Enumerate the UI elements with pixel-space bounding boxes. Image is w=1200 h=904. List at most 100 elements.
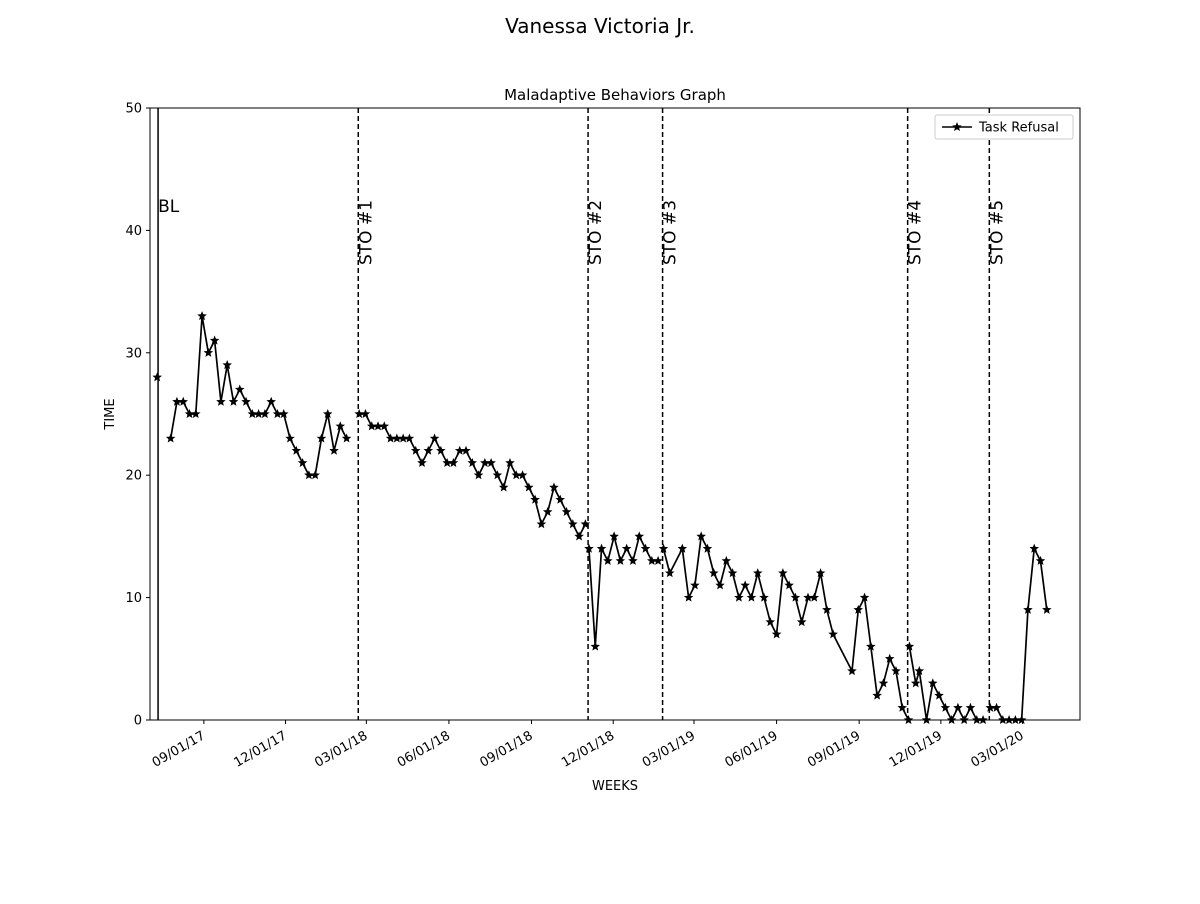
data-point <box>329 445 339 455</box>
data-point <box>609 531 619 541</box>
data-point <box>690 580 700 590</box>
data-point <box>524 482 534 492</box>
data-point <box>696 531 706 541</box>
data-point <box>584 543 594 553</box>
data-point <box>615 555 626 565</box>
data-point <box>653 555 663 565</box>
data-point <box>184 409 195 419</box>
data-point <box>335 421 346 431</box>
data-point <box>209 335 220 345</box>
y-axis-label: TIME <box>103 398 118 430</box>
data-point <box>574 531 584 541</box>
data-point <box>702 543 713 553</box>
data-point <box>492 470 503 480</box>
data-point <box>715 580 725 590</box>
data-point <box>222 360 232 370</box>
data-point <box>628 555 638 565</box>
data-point <box>203 347 214 357</box>
data-point <box>197 311 207 321</box>
data-point <box>891 666 901 676</box>
data-point <box>304 470 314 480</box>
x-tick-label: 12/01/18 <box>559 728 617 770</box>
y-tick-label: 40 <box>125 224 142 239</box>
data-point <box>549 482 559 492</box>
data-point <box>815 568 826 578</box>
data-point <box>853 604 864 614</box>
data-point <box>322 409 333 419</box>
data-point <box>360 409 371 419</box>
data-point <box>878 678 889 688</box>
data-point <box>392 433 402 443</box>
x-tick-label: 09/01/17 <box>150 728 208 770</box>
data-point <box>454 445 465 455</box>
data-point <box>884 653 895 663</box>
phase-label-0: BL <box>158 197 180 217</box>
data-point <box>940 702 951 712</box>
y-tick-label: 50 <box>125 102 142 117</box>
x-tick-label: 06/01/19 <box>723 728 781 770</box>
data-point <box>708 568 719 578</box>
data-point <box>260 409 270 419</box>
data-point <box>721 555 732 565</box>
data-point <box>555 494 565 504</box>
data-point <box>473 470 484 480</box>
data-point <box>253 409 264 419</box>
data-point <box>417 457 427 468</box>
data-point <box>341 433 352 443</box>
data-point <box>740 580 750 590</box>
data-point <box>480 457 490 468</box>
data-point <box>759 592 769 602</box>
data-point <box>247 409 258 419</box>
data-point <box>228 396 239 406</box>
data-point <box>847 666 857 676</box>
data-point <box>580 519 591 529</box>
data-point <box>461 445 471 455</box>
data-point <box>235 384 245 394</box>
data-point <box>822 604 832 614</box>
legend-label: Task Refusal <box>978 121 1059 136</box>
phase-label-2: STO #2 <box>586 200 606 265</box>
data-point <box>953 702 963 712</box>
data-point <box>897 702 908 712</box>
x-axis-label: WEEKS <box>592 779 638 794</box>
data-point <box>272 409 283 419</box>
data-point <box>436 445 446 455</box>
y-tick-label: 0 <box>134 714 142 729</box>
x-tick-label: 09/01/19 <box>805 728 863 770</box>
data-point <box>354 409 364 419</box>
x-tick-label: 09/01/18 <box>477 728 535 770</box>
y-tick-label: 30 <box>125 346 142 361</box>
series-line-segment <box>990 547 1048 721</box>
phase-lines: BL STO #1 STO #2 STO #3 STO #4 STO #5 <box>157 108 1007 720</box>
data-point <box>746 592 757 602</box>
data-point <box>505 457 515 468</box>
data-point <box>634 531 644 541</box>
phase-label-4: STO #4 <box>906 200 926 265</box>
data-point <box>683 592 694 602</box>
data-point <box>241 396 251 406</box>
series-line-segment <box>662 535 910 721</box>
data-point <box>467 457 478 468</box>
x-tick-label: 03/01/18 <box>312 728 370 770</box>
x-tick-label: 06/01/18 <box>395 728 453 770</box>
data-point <box>216 396 226 406</box>
data-point <box>404 433 415 443</box>
series-layer <box>152 311 1052 725</box>
data-point <box>379 421 390 431</box>
data-point <box>828 629 838 639</box>
data-point <box>621 543 632 553</box>
data-point <box>398 433 408 443</box>
data-point <box>665 568 675 578</box>
data-point <box>279 409 289 419</box>
data-point <box>1023 604 1033 614</box>
legend[interactable]: Task Refusal <box>934 114 1074 140</box>
data-point <box>928 678 938 688</box>
data-point <box>647 555 657 565</box>
data-point <box>568 519 578 529</box>
data-point <box>934 690 944 700</box>
data-point <box>542 506 553 516</box>
data-point <box>658 543 669 553</box>
data-point <box>590 641 601 651</box>
data-point <box>866 641 876 651</box>
legend-box <box>934 114 1074 140</box>
